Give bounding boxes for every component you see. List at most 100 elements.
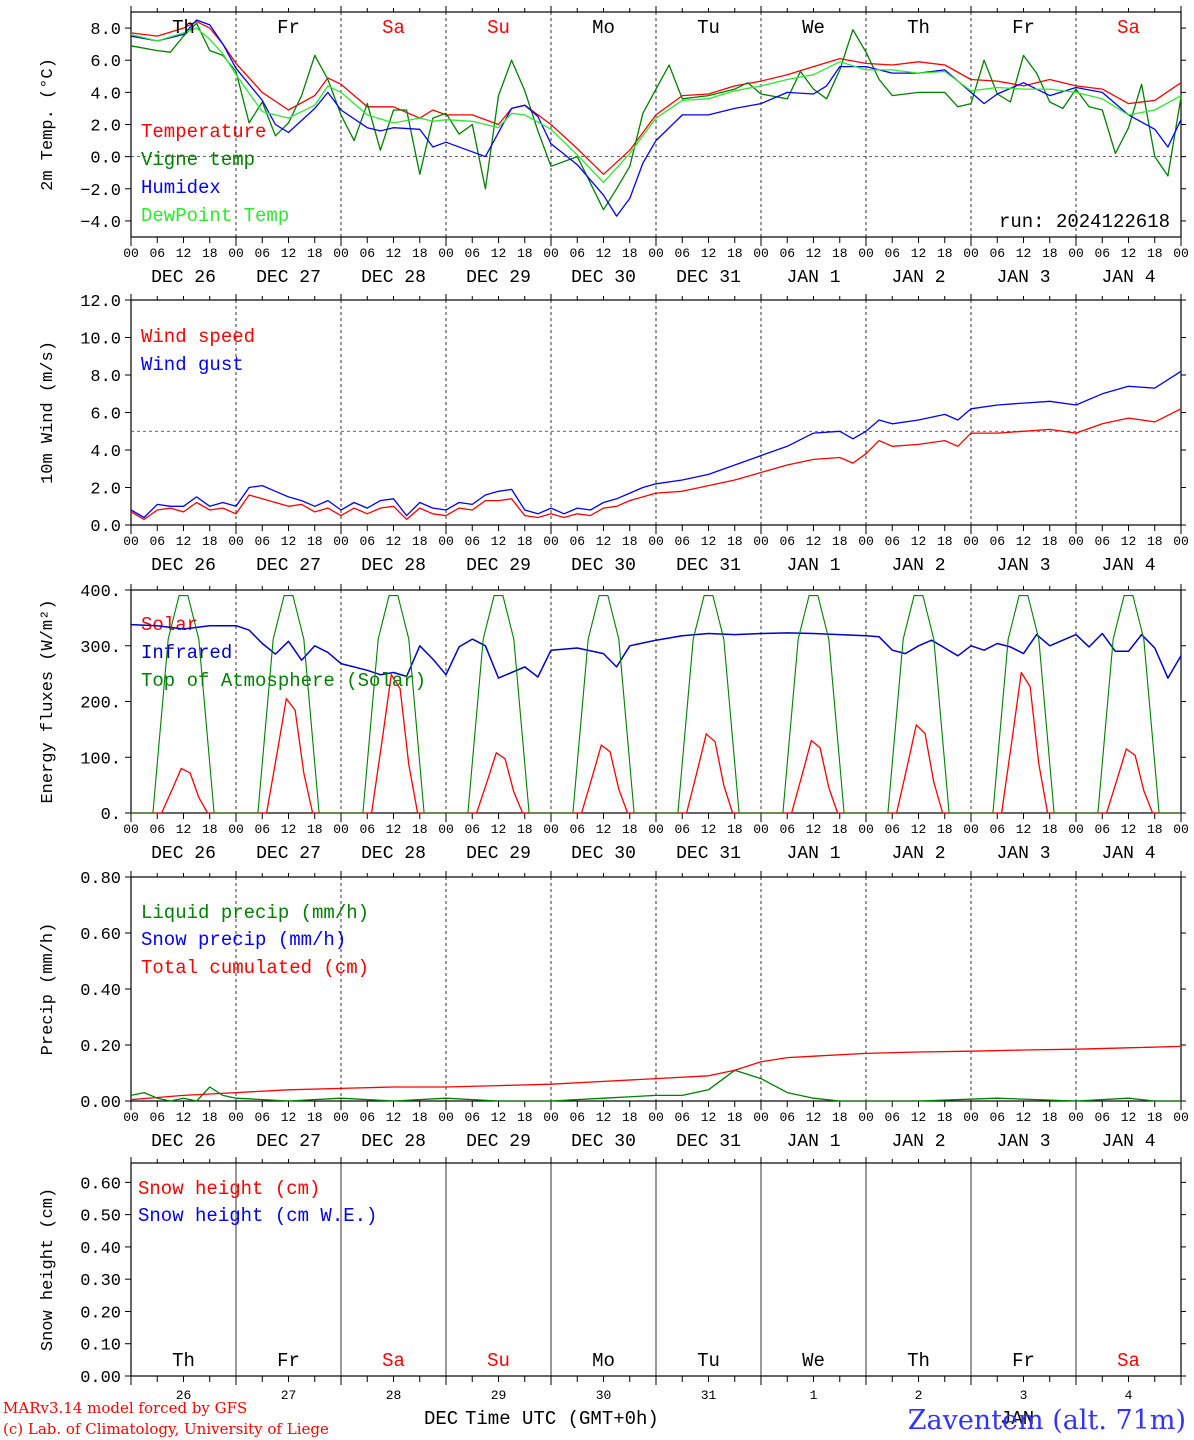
- y-tick-label: 300.: [80, 639, 121, 658]
- hour-label: 06: [359, 1110, 375, 1125]
- y-tick-label: 400.: [80, 583, 121, 602]
- series-vigne-temp: [130, 22, 1182, 211]
- hour-label: 12: [1121, 1110, 1137, 1125]
- hour-label: 12: [701, 534, 717, 549]
- hour-label: 18: [517, 246, 533, 261]
- hour-label: 00: [438, 822, 454, 837]
- legend-top-of-atmosphere-solar: Top of Atmosphere (Solar): [141, 670, 426, 692]
- day-label: DEC 26: [151, 556, 216, 576]
- y-tick-label: 0.50: [80, 1208, 121, 1227]
- hour-label: 06: [569, 1110, 585, 1125]
- hour-label: 18: [1147, 822, 1163, 837]
- hour-label: 00: [1173, 1110, 1189, 1125]
- hour-label: 06: [359, 246, 375, 261]
- day-label: JAN 3: [996, 556, 1050, 576]
- hour-label: 12: [911, 534, 927, 549]
- hour-label: 06: [989, 534, 1005, 549]
- hour-label: 12: [281, 534, 297, 549]
- hour-label: 18: [937, 534, 953, 549]
- hour-label: 00: [228, 246, 244, 261]
- y-tick-label: 2.0: [90, 118, 121, 137]
- y-tick-label: 8.0: [90, 21, 121, 40]
- weekday-label: Fr: [1012, 1350, 1035, 1372]
- hour-label: 12: [596, 534, 612, 549]
- hour-label: 18: [937, 1110, 953, 1125]
- hour-label: 18: [1147, 534, 1163, 549]
- day-label: DEC 28: [361, 844, 426, 864]
- hour-label: 00: [648, 822, 664, 837]
- day-label: JAN 3: [996, 1132, 1050, 1152]
- hour-label: 12: [911, 246, 927, 261]
- y-tick-label: 200.: [80, 695, 121, 714]
- hour-label: 12: [386, 534, 402, 549]
- panel-1-frame: [130, 299, 1182, 526]
- series-humidex: [130, 19, 1182, 217]
- hour-label: 18: [307, 1110, 323, 1125]
- hour-label: 12: [1016, 534, 1032, 549]
- series-liquid-precip-mm-h: [130, 1069, 1181, 1102]
- y-tick-label: 100.: [80, 750, 121, 769]
- hour-label: 18: [307, 534, 323, 549]
- hour-label: 06: [569, 246, 585, 261]
- hour-label: 18: [517, 822, 533, 837]
- day-label: JAN 1: [786, 268, 840, 288]
- hour-label: 18: [727, 534, 743, 549]
- hour-label: 18: [727, 246, 743, 261]
- hour-label: 18: [622, 822, 638, 837]
- panel-0-frame: [130, 11, 1182, 238]
- hour-label: 18: [1042, 246, 1058, 261]
- hour-label: 12: [386, 822, 402, 837]
- legend-humidex: Humidex: [141, 177, 221, 199]
- hour-label: 06: [569, 534, 585, 549]
- x-axis-month-dec: DEC: [424, 1408, 458, 1430]
- hour-label: 06: [674, 246, 690, 261]
- hour-label: 18: [937, 822, 953, 837]
- hour-label: 06: [149, 534, 165, 549]
- y-tick-label: 12.0: [80, 293, 121, 312]
- hour-label: 12: [176, 822, 192, 837]
- hour-label: 00: [438, 246, 454, 261]
- y-tick-label: 8.0: [90, 368, 121, 387]
- hour-label: 18: [1042, 822, 1058, 837]
- hour-label: 18: [937, 246, 953, 261]
- hour-label: 00: [648, 246, 664, 261]
- day-label: JAN 1: [786, 844, 840, 864]
- hour-label: 18: [727, 1110, 743, 1125]
- hour-label: 00: [438, 534, 454, 549]
- hour-label: 06: [149, 822, 165, 837]
- hour-label: 06: [989, 246, 1005, 261]
- day-label: JAN 3: [996, 844, 1050, 864]
- hour-label: 06: [149, 1110, 165, 1125]
- hour-label: 06: [1094, 534, 1110, 549]
- y-tick-label: −2.0: [80, 182, 121, 201]
- hour-label: 12: [491, 1110, 507, 1125]
- hour-label: 18: [622, 534, 638, 549]
- hour-label: 00: [333, 534, 349, 549]
- hour-label: 12: [491, 246, 507, 261]
- day-label: JAN 2: [891, 844, 945, 864]
- legend-infrared: Infrared: [141, 642, 232, 664]
- hour-label: 00: [1173, 822, 1189, 837]
- legend-vigne-temp: Vigne temp: [141, 149, 255, 171]
- hour-label: 00: [753, 822, 769, 837]
- series-dewpoint-temp: [130, 27, 1182, 184]
- weekday-label: Mo: [592, 17, 615, 39]
- hour-label: 06: [1094, 822, 1110, 837]
- hour-label: 00: [1173, 534, 1189, 549]
- weekday-label: Sa: [382, 1350, 405, 1372]
- day-number: 3: [1020, 1388, 1028, 1403]
- hour-label: 18: [202, 246, 218, 261]
- y-tick-label: 0.40: [80, 1240, 121, 1259]
- legend-snow-height-cm: Snow height (cm): [138, 1178, 320, 1200]
- legend-wind-gust: Wind gust: [141, 354, 244, 376]
- hour-label: 12: [596, 246, 612, 261]
- hour-label: 18: [1147, 246, 1163, 261]
- day-label: DEC 26: [151, 844, 216, 864]
- day-label: DEC 26: [151, 268, 216, 288]
- weekday-label: Sa: [382, 17, 405, 39]
- hour-label: 18: [307, 822, 323, 837]
- day-label: DEC 29: [466, 268, 531, 288]
- x-axis-title: Time UTC (GMT+0h): [465, 1408, 659, 1430]
- station-name: Zaventem (alt. 71m): [908, 1405, 1186, 1436]
- hour-label: 00: [963, 1110, 979, 1125]
